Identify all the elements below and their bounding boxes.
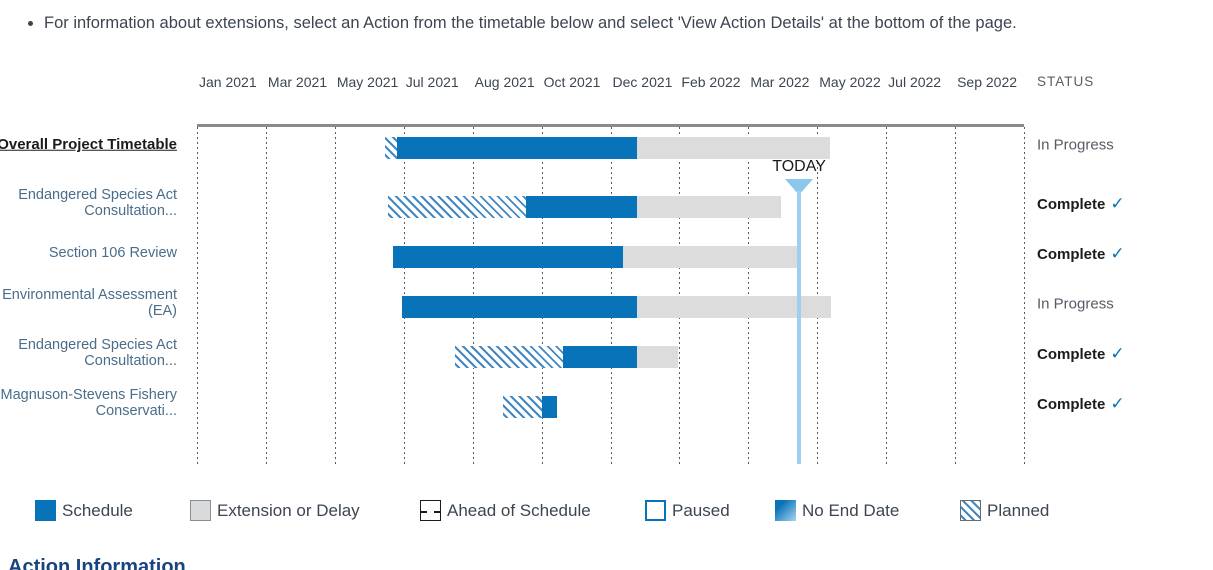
axis-tick-label: May 2021 (336, 74, 399, 90)
legend-label: Paused (672, 500, 730, 520)
gantt-bar-schedule[interactable] (402, 296, 637, 318)
gantt-bar-schedule[interactable] (563, 346, 637, 368)
axis-tick-label: Dec 2021 (612, 74, 673, 90)
gantt-bar-schedule[interactable] (541, 396, 557, 418)
axis-tick-label: Jul 2021 (405, 74, 459, 90)
gridline (265, 127, 267, 464)
status-value: In Progress (1037, 136, 1114, 154)
axis-tick-label: Mar 2021 (267, 74, 328, 90)
gridline (472, 127, 474, 464)
gridline (817, 127, 819, 464)
axis-tick-label: Mar 2022 (750, 74, 810, 90)
action-label[interactable]: Overall Project Timetable (0, 135, 177, 153)
axis-tick-label: Aug 2021 (474, 74, 535, 90)
paused-swatch-icon (645, 500, 666, 521)
gridline (886, 127, 888, 464)
legend-label: Planned (987, 500, 1050, 520)
action-information-heading: Action Information (8, 556, 186, 570)
instruction-list: For information about extensions, select… (26, 12, 1186, 34)
gantt-bar-schedule[interactable] (526, 196, 637, 218)
today-label: TODAY (772, 158, 826, 175)
axis-tick-label: Jul 2022 (888, 74, 942, 90)
legend-item-no-end-date: No End Date (775, 500, 899, 521)
planned-swatch-icon (960, 500, 981, 521)
legend-label: Extension or Delay (217, 500, 360, 520)
legend-item-paused: Paused (645, 500, 730, 521)
instruction-text: For information about extensions, select… (44, 12, 1186, 34)
gantt-bar-planned[interactable] (384, 137, 398, 159)
gantt-bar-extension[interactable] (636, 296, 832, 318)
ahead-of-schedule-swatch-icon (420, 500, 441, 521)
extension-swatch-icon (190, 500, 211, 521)
legend-item-ahead-of-schedule: Ahead of Schedule (420, 500, 591, 521)
gantt-bar-schedule[interactable] (397, 137, 637, 159)
chart-legend: Schedule Extension or Delay Ahead of Sch… (0, 500, 1213, 526)
gantt-bar-extension[interactable] (636, 346, 679, 368)
gridline (955, 127, 957, 464)
gantt-bar-extension[interactable] (636, 137, 830, 159)
status-value: In Progress (1037, 295, 1114, 313)
status-value: Complete ✓ (1037, 344, 1125, 363)
timeline-axis: Jan 2021 Mar 2021 May 2021 Jul 2021 Aug 2021… (197, 74, 1024, 94)
gantt-chart-area: TODAY (197, 124, 1025, 464)
complete-check-icon: ✓ (1110, 244, 1125, 263)
action-label[interactable]: Environmental Assessment (EA) (2, 287, 177, 319)
legend-label: Schedule (62, 500, 133, 520)
action-label[interactable]: Magnuson-Stevens Fishery Conservati... (0, 387, 178, 419)
legend-item-planned: Planned (960, 500, 1049, 521)
complete-check-icon: ✓ (1110, 394, 1125, 413)
axis-tick-label: May 2022 (819, 74, 881, 90)
gridline (1024, 127, 1025, 464)
legend-item-schedule: Schedule (35, 500, 133, 521)
action-label[interactable]: Endangered Species Act Consultation... (18, 187, 177, 219)
axis-tick-label: Sep 2022 (957, 74, 1018, 90)
legend-label: No End Date (802, 500, 900, 520)
gantt-bar-extension[interactable] (636, 196, 781, 218)
gantt-bar-schedule[interactable] (392, 246, 623, 268)
status-value: Complete ✓ (1037, 194, 1125, 213)
legend-label: Ahead of Schedule (447, 500, 591, 520)
action-label[interactable]: Section 106 Review (48, 245, 177, 262)
gridline (334, 127, 336, 464)
complete-check-icon: ✓ (1110, 194, 1125, 213)
gridline (541, 127, 543, 464)
axis-tick-label: Oct 2021 (543, 74, 601, 90)
gantt-bar-planned[interactable] (502, 396, 542, 418)
gridline (197, 127, 198, 464)
gantt-bar-planned[interactable] (455, 346, 564, 368)
no-end-date-swatch-icon (775, 500, 796, 521)
axis-tick-label: Feb 2022 (681, 74, 741, 90)
gridline (403, 127, 405, 464)
gridline (610, 127, 612, 464)
complete-check-icon: ✓ (1110, 344, 1125, 363)
action-label[interactable]: Endangered Species Act Consultation... (18, 337, 177, 369)
today-line (797, 191, 802, 464)
gantt-bar-planned[interactable] (388, 196, 527, 218)
status-value: Complete ✓ (1037, 394, 1125, 413)
status-value: Complete ✓ (1037, 244, 1125, 263)
gridline (679, 127, 681, 464)
legend-item-extension-or-delay: Extension or Delay (190, 500, 360, 521)
gantt-bar-extension[interactable] (622, 246, 800, 268)
today-triangle-icon (785, 179, 814, 195)
axis-tick-label: Jan 2021 (199, 74, 257, 90)
schedule-swatch-icon (35, 500, 56, 521)
gridline (748, 127, 750, 464)
status-column-header: STATUS (1037, 74, 1095, 89)
